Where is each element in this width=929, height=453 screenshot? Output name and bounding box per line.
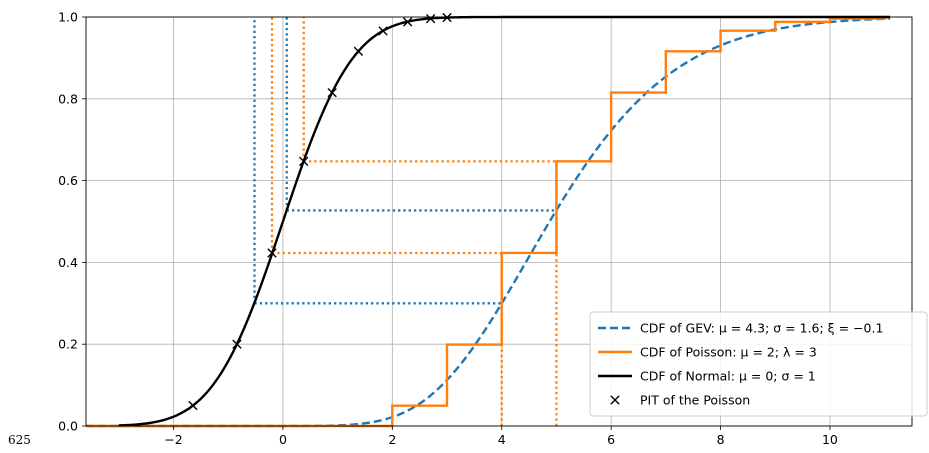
pit-point (299, 156, 309, 167)
x-tick-label: 6 (607, 432, 615, 447)
y-tick-label: 1.0 (58, 10, 78, 25)
legend-label: PIT of the Poisson (640, 393, 750, 408)
tick-labels: −2 0 2 4 6 8 10 0.0 0.2 0.4 0.6 0.8 1.0 (58, 10, 838, 448)
legend: CDF of GEV: μ = 4.3; σ = 1.6; ξ = −0.1 CD… (589, 311, 928, 417)
x-tick-label: 2 (388, 432, 396, 447)
pit-point (327, 87, 337, 98)
y-tick-label: 0.4 (58, 255, 78, 270)
legend-marker-x (610, 395, 620, 405)
y-tick-label: 0.8 (58, 91, 78, 106)
pit-point (188, 400, 198, 411)
x-tick-label: 4 (498, 432, 506, 447)
x-tick-label: 10 (822, 432, 838, 447)
pit-point (425, 13, 436, 24)
x-tick-label: 8 (717, 432, 725, 447)
pit-point (267, 248, 277, 258)
axes (82, 16, 913, 430)
page-number: 625 (8, 433, 31, 447)
legend-label: CDF of Normal: μ = 0; σ = 1 (640, 369, 816, 384)
pit-point (442, 12, 452, 23)
x-tick-label: −2 (164, 432, 182, 447)
legend-label: CDF of Poisson: μ = 2; λ = 3 (640, 345, 817, 360)
guide-lines (253, 17, 558, 426)
y-tick-label: 0.0 (58, 419, 78, 434)
pit-point (232, 339, 242, 349)
pit-point (402, 17, 413, 27)
y-tick-label: 0.6 (58, 173, 78, 188)
pit-markers (188, 12, 452, 411)
series-line-poisson (86, 16, 891, 428)
plot-frame (85, 16, 913, 427)
y-tick-label: 0.2 (58, 337, 78, 352)
pit-point (353, 46, 364, 57)
pit-point (378, 26, 388, 36)
legend-label: CDF of GEV: μ = 4.3; σ = 1.6; ξ = −0.1 (640, 321, 883, 336)
legend-box (589, 311, 928, 417)
x-tick-label: 0 (279, 432, 287, 447)
